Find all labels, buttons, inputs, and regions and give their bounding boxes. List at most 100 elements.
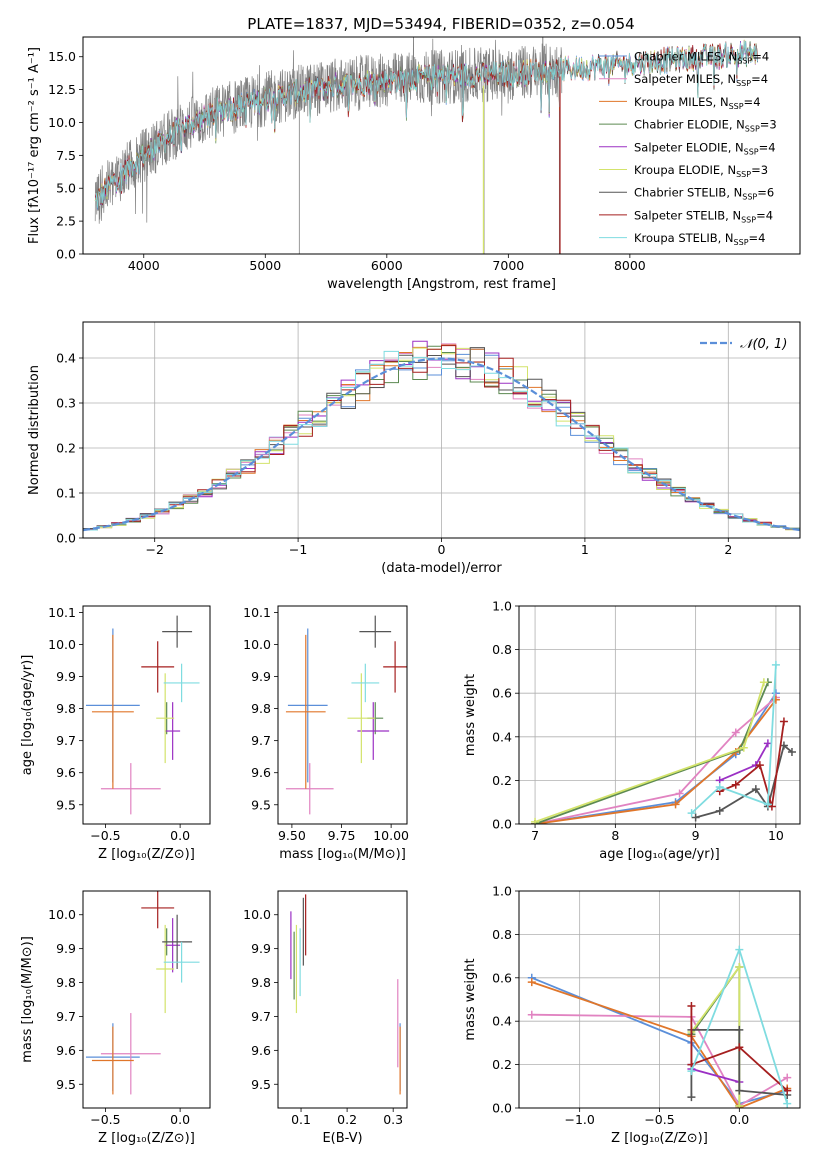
y-tick-label: 0.2 xyxy=(492,1057,512,1072)
x-tick-label: 8000 xyxy=(614,258,646,273)
y-tick-label: 9.9 xyxy=(56,669,76,684)
panel-age_vs_Z: −0.5 0.0 9.5 9.6 9.7 9.8 9.9 10.0 10.1 Z [log₁₀(Z… xyxy=(20,605,211,862)
y-tick-label: 9.7 xyxy=(56,733,76,748)
y-tick-label: 9.5 xyxy=(251,1077,271,1092)
y-tick-label: 10.0 xyxy=(48,115,76,130)
y-tick-label: 9.5 xyxy=(251,797,271,812)
normal-curve xyxy=(83,357,800,532)
x-tick-label: 0.0 xyxy=(170,1112,190,1127)
data-marker xyxy=(731,780,740,789)
axes-frame xyxy=(82,36,801,255)
errorbar-kroupa-miles xyxy=(91,1026,134,1095)
series-kroupa-stelib xyxy=(687,945,792,1108)
data-marker xyxy=(783,1073,792,1082)
series-chabrier-stelib xyxy=(691,741,796,822)
axes-frame xyxy=(277,890,408,1109)
panel-spectrum: 4000 5000 6000 7000 8000 0.0 2.5 5.0 7.5 10.0 12.5… xyxy=(27,36,801,292)
y-tick-label: 0.8 xyxy=(492,642,512,657)
x-tick-label: −2 xyxy=(145,542,163,557)
data-marker xyxy=(527,978,536,987)
data-marker xyxy=(715,782,724,791)
axes-frame xyxy=(518,605,801,825)
y-axis-label: mass weight xyxy=(463,958,478,1040)
errorbar-chabrier-miles xyxy=(287,628,328,783)
legend-label: Kroupa STELIB, NSSP=4 xyxy=(634,231,766,247)
y-tick-label: 0.0 xyxy=(56,247,76,262)
data-marker xyxy=(755,761,764,770)
x-axis-label: Z [log₁₀(Z/Z⊙)] xyxy=(98,1131,195,1146)
series-line xyxy=(534,692,777,824)
legend-label: Chabrier STELIB, NSSP=6 xyxy=(634,186,774,202)
x-tick-label: 9.75 xyxy=(328,828,356,843)
data-marker xyxy=(767,802,776,811)
x-tick-label: −1.0 xyxy=(564,1112,594,1127)
y-tick-label: 10.0 xyxy=(243,907,271,922)
x-tick-label: 7000 xyxy=(492,258,524,273)
data-marker xyxy=(715,806,724,815)
x-tick-label: 9 xyxy=(692,828,700,843)
x-axis-label: Z [log₁₀(Z/Z⊙)] xyxy=(98,847,195,862)
y-tick-label: 0.4 xyxy=(56,351,76,366)
series-kroupa-stelib xyxy=(687,660,780,818)
y-tick-label: 9.7 xyxy=(251,733,271,748)
errorbar-kroupa-stelib xyxy=(163,941,200,983)
x-axis-label: E(B-V) xyxy=(322,1131,362,1146)
y-tick-label: 5.0 xyxy=(56,181,76,196)
legend-label: Kroupa ELODIE, NSSP=3 xyxy=(634,163,768,179)
data-marker xyxy=(783,1086,792,1095)
data-marker xyxy=(527,1010,536,1019)
plot-area xyxy=(85,891,200,1095)
x-tick-label: −1 xyxy=(289,542,307,557)
plot-area xyxy=(85,615,200,815)
y-tick-label: 0.0 xyxy=(56,531,76,546)
data-marker xyxy=(691,813,700,822)
x-tick-label: 0.1 xyxy=(291,1112,311,1127)
panel-residuals: −2 −1 0 1 2 0.0 0.1 0.2 0.3 0.4 (data-model)/error… xyxy=(27,321,801,576)
legend: 𝒩(0, 1) xyxy=(700,337,787,352)
x-tick-label: −0.5 xyxy=(644,1112,674,1127)
errorbar-salpeter-elodie xyxy=(165,702,181,760)
data-marker xyxy=(531,817,540,824)
y-axis-label: mass weight xyxy=(463,674,478,756)
series-kroupa-miles xyxy=(531,695,780,824)
plot-area xyxy=(94,37,758,254)
histogram-kroupa-stelib xyxy=(83,350,800,532)
y-tick-label: 0.1 xyxy=(56,486,76,501)
axes-frame xyxy=(82,890,211,1109)
errorbar-salpeter-elodie xyxy=(357,702,390,760)
series-salpeter-stelib xyxy=(687,1002,792,1095)
legend-label: Chabrier ELODIE, NSSP=3 xyxy=(634,118,777,134)
y-tick-label: 9.8 xyxy=(251,975,271,990)
series-line xyxy=(531,1013,788,1108)
y-tick-label: 1.0 xyxy=(492,884,512,899)
data-marker xyxy=(735,945,744,954)
y-tick-label: 2.5 xyxy=(56,214,76,229)
series-salpeter-stelib xyxy=(715,717,788,811)
y-tick-label: 10.0 xyxy=(48,907,76,922)
y-tick-label: 1.0 xyxy=(492,599,512,614)
legend-label: Chabrier MILES, NSSP=4 xyxy=(634,50,769,66)
series-line xyxy=(534,682,765,823)
series-line xyxy=(534,699,777,824)
data-spectrum xyxy=(94,37,563,224)
y-tick-label: 0.4 xyxy=(492,1014,512,1029)
data-marker xyxy=(687,1093,696,1102)
data-marker xyxy=(779,717,788,726)
y-tick-label: 0.4 xyxy=(492,729,512,744)
panel-age_vs_mass: 9.50 9.75 10.00 9.5 9.6 9.7 9.8 9.9 10.0 10.1 mass… xyxy=(243,605,409,862)
errorbar-salpeter-elodie xyxy=(165,918,181,973)
data-marker xyxy=(675,789,684,798)
x-tick-label: 10 xyxy=(768,828,784,843)
errorbar-kroupa-stelib xyxy=(163,663,200,703)
plot-area xyxy=(83,340,800,533)
series-line xyxy=(534,696,777,824)
x-tick-label: 4000 xyxy=(128,258,160,273)
data-marker xyxy=(735,1025,744,1034)
panel-mass_vs_Z: −0.5 0.0 9.5 9.6 9.7 9.8 9.9 10.0 Z [log₁₀(Z/Z⊙)… xyxy=(20,890,211,1146)
y-tick-label: 0.2 xyxy=(492,773,512,788)
y-tick-label: 0.6 xyxy=(492,970,512,985)
errorbar-salpeter-miles xyxy=(100,1013,161,1095)
x-axis-label: mass [log₁₀(M/M⊙)] xyxy=(279,847,406,862)
legend-label: Salpeter MILES, NSSP=4 xyxy=(634,72,768,88)
legend-label: 𝒩(0, 1) xyxy=(740,337,787,352)
